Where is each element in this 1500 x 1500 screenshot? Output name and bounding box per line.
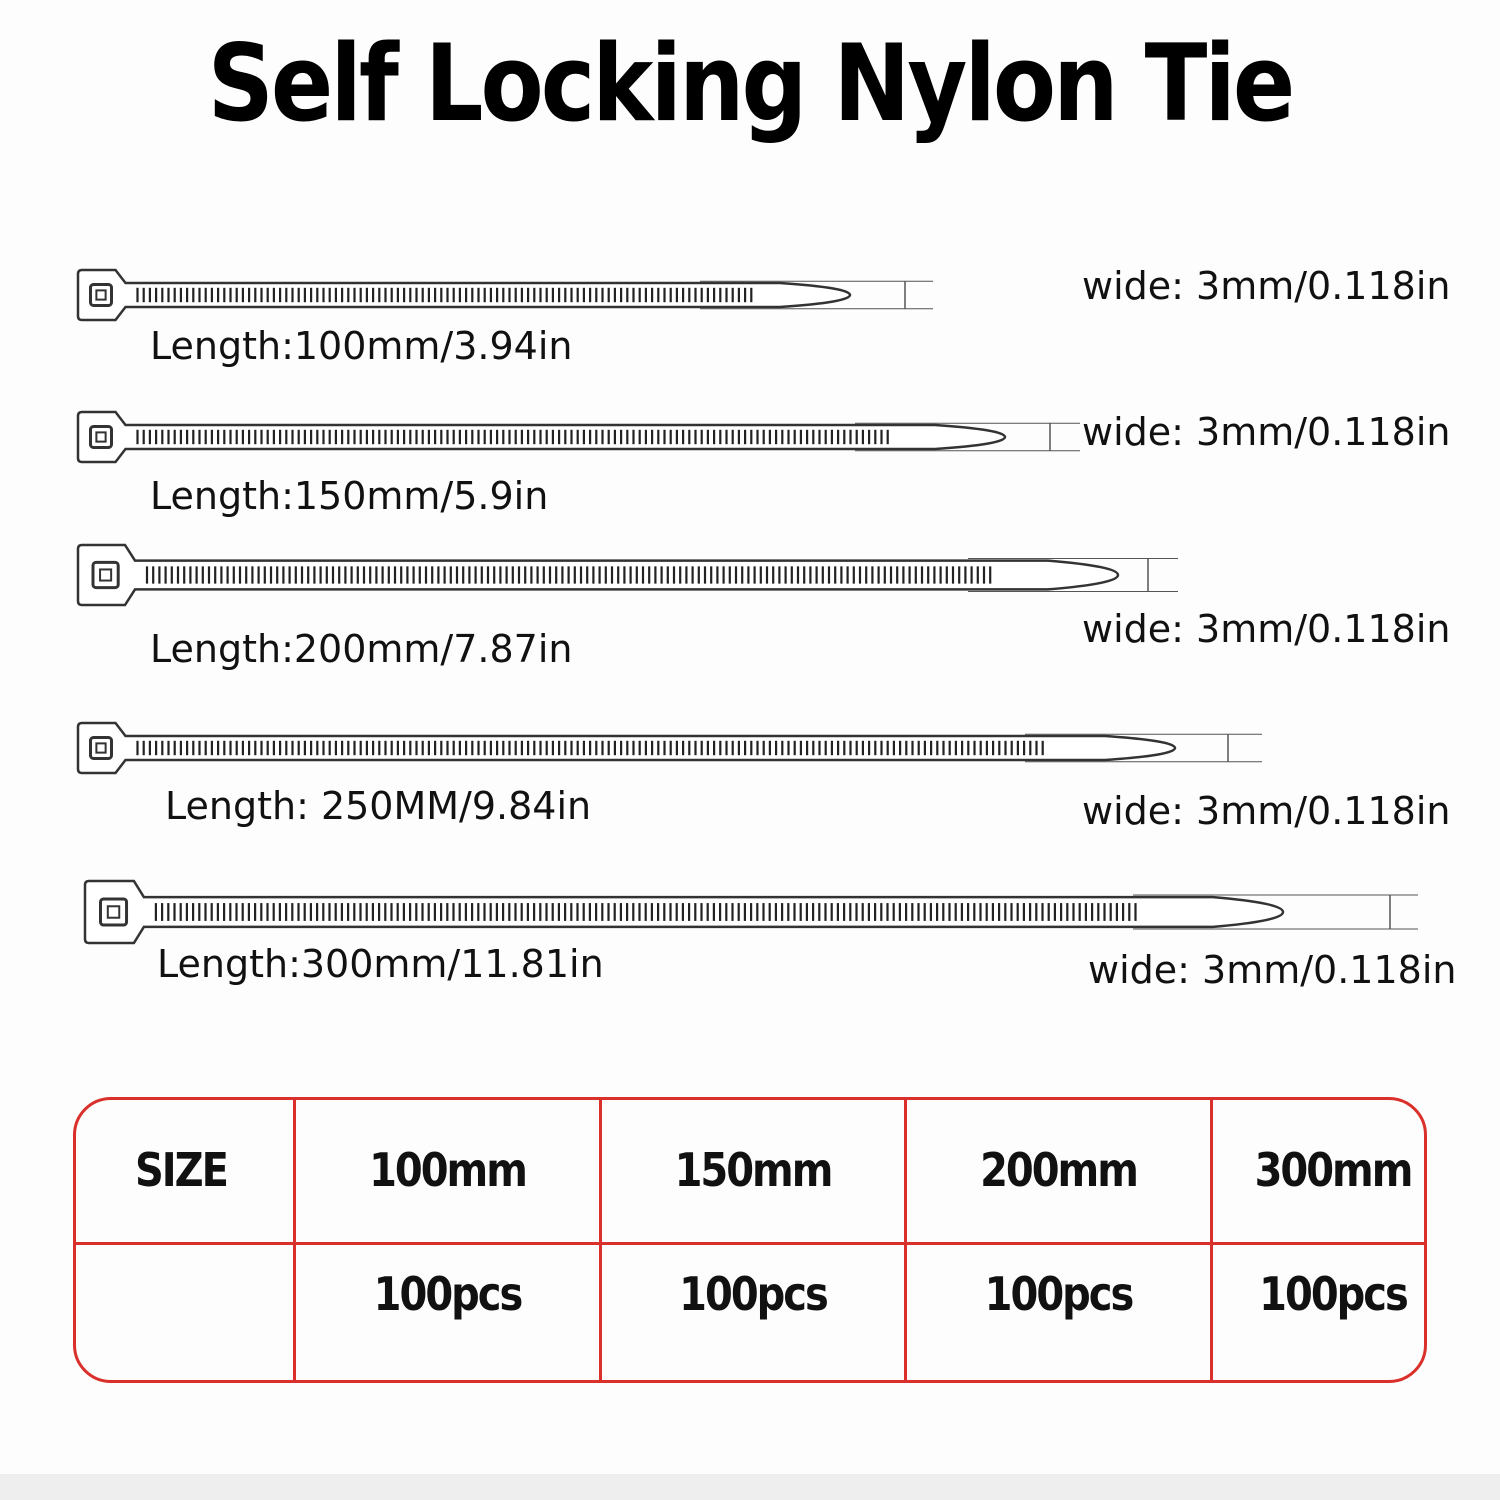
- table-header-cell: 200mm: [980, 1144, 1139, 1198]
- tie-width-label: wide: 3mm/0.118in: [1088, 948, 1457, 992]
- tie-head-inner-square: [95, 431, 107, 443]
- tie-head-lock-icon: [89, 736, 113, 760]
- tie-width-label: wide: 3mm/0.118in: [1082, 264, 1451, 308]
- tie-head-lock-icon: [91, 560, 120, 590]
- table-header-size: SIZE: [134, 1144, 229, 1198]
- tie-length-label: Length:100mm/3.94in: [150, 324, 573, 368]
- quantity-table: SIZE 100mm 150mm 200mm 300mm 100pcs 100p…: [73, 1097, 1427, 1383]
- table-cell: 100pcs: [373, 1268, 524, 1322]
- tie-head-inner-square: [99, 568, 113, 582]
- tie-width-label: wide: 3mm/0.118in: [1082, 607, 1451, 651]
- page-title: Self Locking Nylon Tie: [207, 22, 1296, 146]
- tie-head-lock-icon: [99, 897, 129, 927]
- tie-head-lock-icon: [89, 283, 113, 307]
- bottom-strip: [0, 1474, 1500, 1500]
- tie-length-label: Length: 250MM/9.84in: [165, 784, 592, 828]
- tie-head-inner-square: [106, 905, 121, 919]
- tie-length-label: Length:150mm/5.9in: [150, 474, 549, 518]
- tie-width-label: wide: 3mm/0.118in: [1082, 789, 1451, 833]
- tie-head-inner-square: [95, 742, 107, 754]
- tie-width-label: wide: 3mm/0.118in: [1082, 410, 1451, 454]
- cable-ties-illustration: [76, 268, 1418, 945]
- tie-length-label: Length:300mm/11.81in: [157, 942, 604, 986]
- table-header-cell: 300mm: [1254, 1144, 1414, 1198]
- table-header-cell: 150mm: [674, 1144, 834, 1198]
- tie-head-inner-square: [95, 289, 107, 301]
- cable-tie-outline: [76, 268, 852, 322]
- table-cell: 100pcs: [679, 1268, 829, 1322]
- cable-tie-outline: [76, 543, 1120, 607]
- table-cell: 100pcs: [984, 1268, 1135, 1322]
- table-cell: 100pcs: [1259, 1268, 1409, 1322]
- tie-length-label: Length:200mm/7.87in: [150, 627, 573, 671]
- tie-head-lock-icon: [89, 425, 113, 449]
- table-header-cell: 100mm: [369, 1144, 528, 1198]
